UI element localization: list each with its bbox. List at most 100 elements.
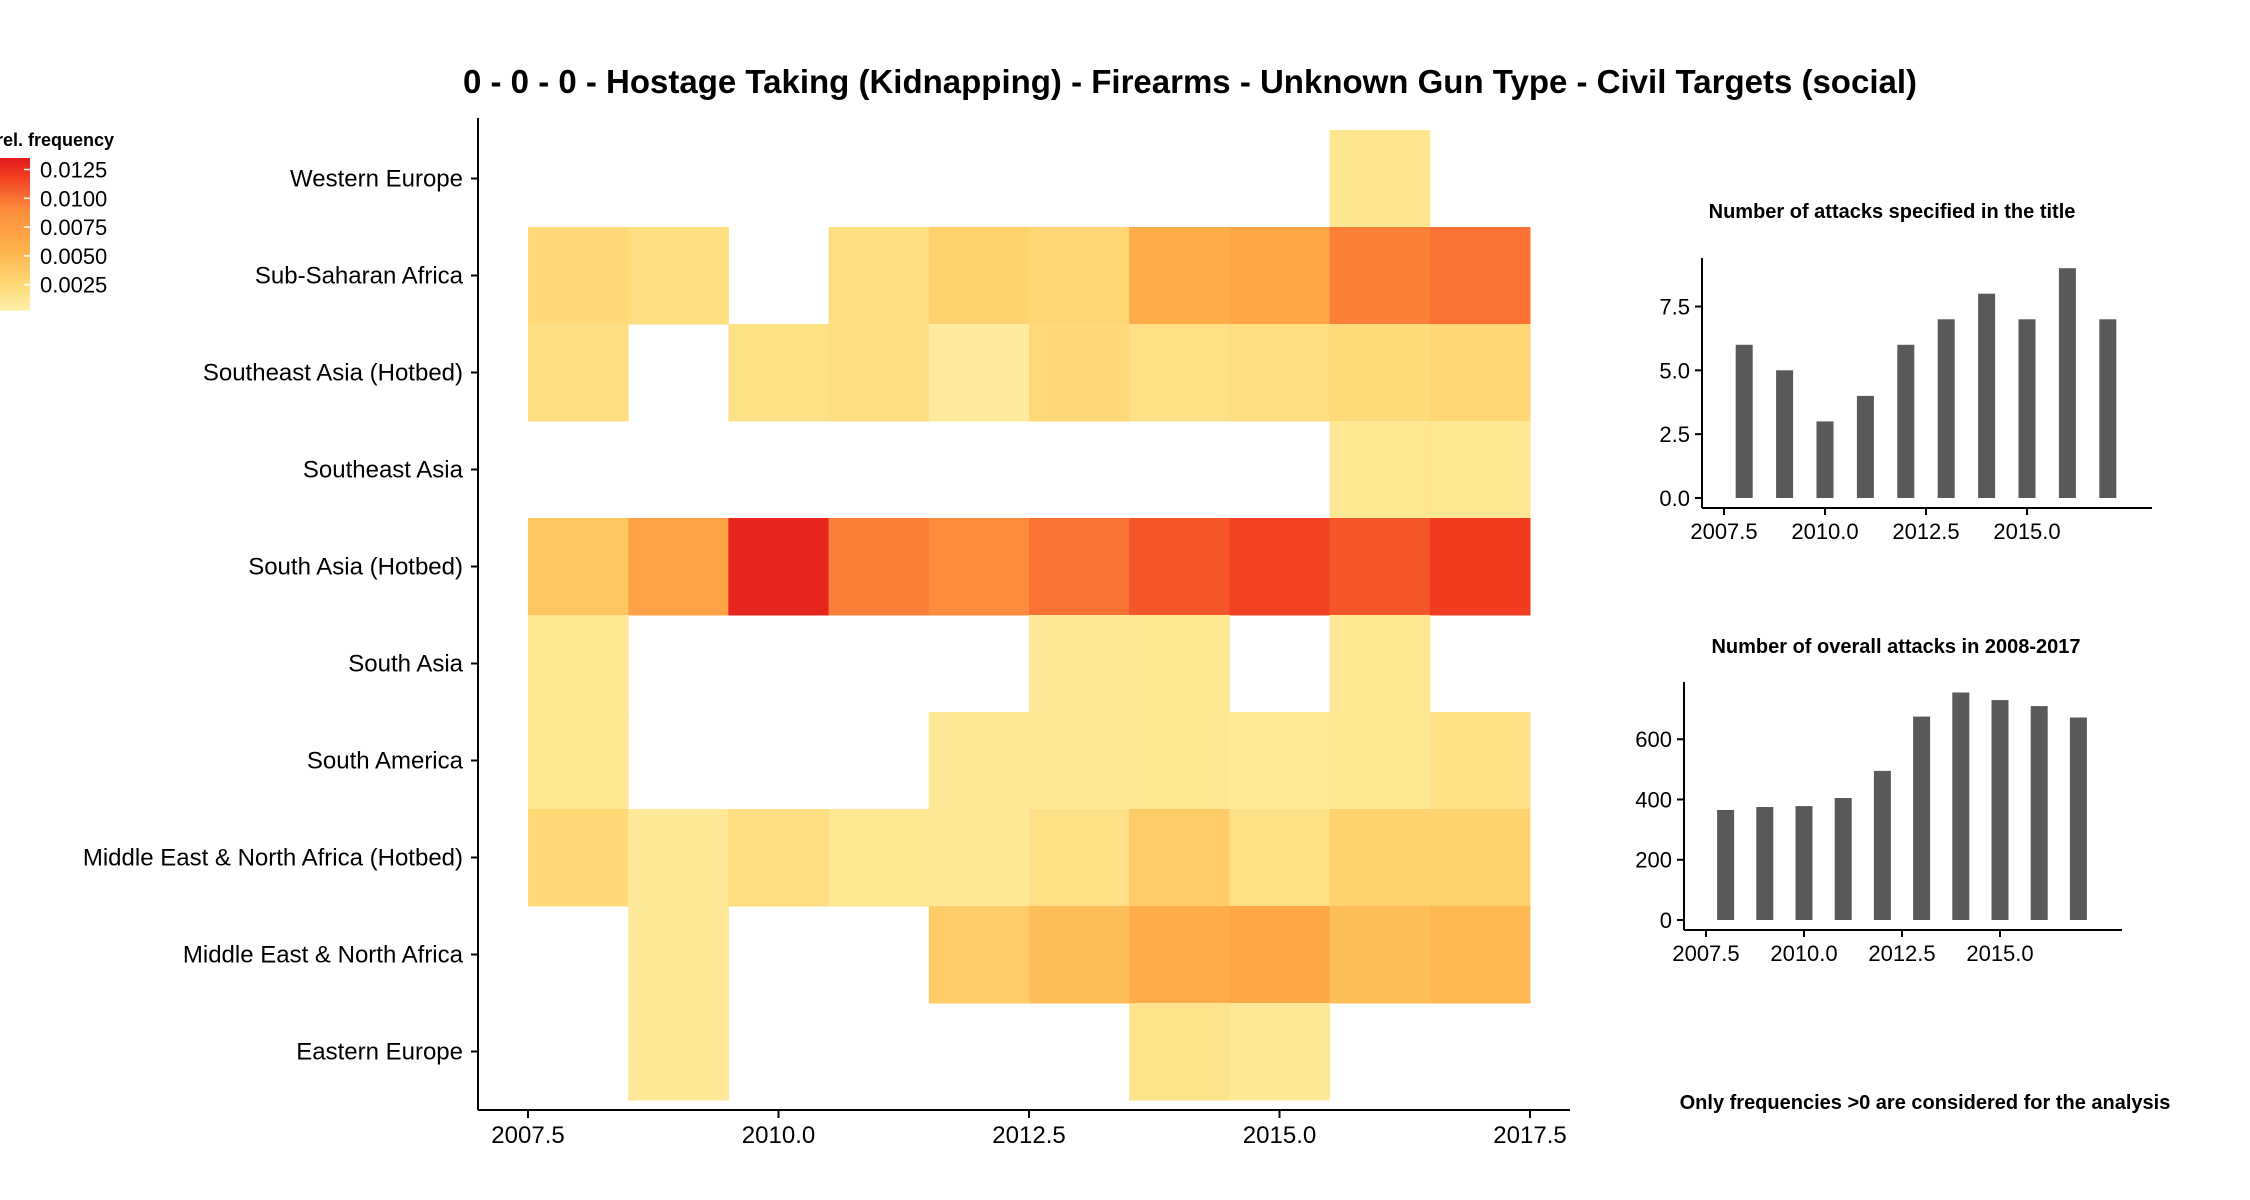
heatmap-cell bbox=[1129, 615, 1230, 713]
legend-gradient-step bbox=[0, 274, 30, 278]
heatmap-plot: Western Europe Sub-Saharan Africa Southeas… bbox=[83, 118, 1570, 1149]
heatmap-cell bbox=[1029, 227, 1130, 325]
legend-gradient-step bbox=[0, 287, 30, 291]
x-tick-label: 2007.5 bbox=[491, 1122, 564, 1149]
heatmap-cell bbox=[1129, 227, 1230, 325]
bar bbox=[1913, 716, 1931, 920]
legend-gradient-step bbox=[0, 284, 30, 288]
legend-gradient-step bbox=[0, 188, 30, 192]
row-label: South Asia bbox=[348, 651, 463, 678]
y-tick-label: 7.5 bbox=[1659, 295, 1690, 320]
heatmap-cell bbox=[1129, 324, 1230, 422]
heatmap-cell bbox=[1029, 324, 1130, 422]
x-tick-label: 2015.0 bbox=[1243, 1122, 1316, 1149]
legend-gradient-step bbox=[0, 203, 30, 207]
legend-gradient-step bbox=[0, 201, 30, 205]
heatmap-cell bbox=[1429, 712, 1531, 810]
legend-gradient-step bbox=[0, 218, 30, 222]
x-tick-label: 2012.5 bbox=[1868, 941, 1935, 966]
heatmap-cell bbox=[1129, 518, 1230, 616]
legend-gradient-step bbox=[0, 206, 30, 210]
legend-gradient-step bbox=[0, 198, 30, 202]
legend-gradient-step bbox=[0, 234, 30, 238]
overall-attacks-bar-chart: Number of overall attacks in 2008-201702… bbox=[1635, 636, 2122, 966]
legend-gradient-step bbox=[0, 193, 30, 197]
legend-gradient-step bbox=[0, 292, 30, 296]
legend-gradient-step bbox=[0, 170, 30, 174]
chart-title: 0 - 0 - 0 - Hostage Taking (Kidnapping) … bbox=[463, 63, 1917, 100]
heatmap-cell bbox=[928, 518, 1030, 616]
legend-gradient-step bbox=[0, 289, 30, 293]
heatmap-cell bbox=[928, 712, 1030, 810]
bar bbox=[2058, 268, 2076, 498]
legend-gradient-step bbox=[0, 211, 30, 215]
y-tick-label: 0 bbox=[1660, 908, 1672, 933]
bar-chart-title: Number of overall attacks in 2008-2017 bbox=[1711, 636, 2080, 658]
heatmap-cell bbox=[528, 518, 629, 616]
x-tick-label: 2007.5 bbox=[1672, 941, 1739, 966]
legend-gradient-step bbox=[0, 185, 30, 189]
legend-tick-label: 0.0025 bbox=[40, 273, 107, 298]
legend-gradient-step bbox=[0, 307, 30, 311]
heatmap-cell bbox=[1429, 906, 1531, 1004]
legend-gradient-step bbox=[0, 302, 30, 306]
heatmap-cell bbox=[1229, 518, 1331, 616]
row-label: Middle East & North Africa bbox=[183, 942, 464, 969]
legend-gradient-step bbox=[0, 228, 30, 233]
x-tick-label: 2017.5 bbox=[1493, 1122, 1566, 1149]
legend-gradient-step bbox=[0, 246, 30, 250]
heatmap-cell bbox=[528, 324, 629, 422]
x-tick-label: 2010.0 bbox=[1791, 519, 1858, 544]
bar bbox=[1717, 810, 1735, 920]
legend-gradient-step bbox=[0, 282, 30, 286]
bar bbox=[1735, 344, 1753, 498]
legend-gradient-step bbox=[0, 269, 30, 273]
legend-gradient-step bbox=[0, 190, 30, 195]
heatmap-cell bbox=[628, 518, 729, 616]
heatmap-cell bbox=[1229, 906, 1331, 1004]
heatmap-cell bbox=[1429, 324, 1531, 422]
heatmap-cell bbox=[1329, 130, 1431, 228]
bar bbox=[1856, 395, 1874, 498]
bar bbox=[2018, 319, 2036, 498]
heatmap-cell bbox=[628, 906, 729, 1004]
heatmap-cell bbox=[1429, 518, 1531, 616]
legend-gradient-step bbox=[0, 158, 30, 162]
heatmap-cell bbox=[1229, 227, 1331, 325]
legend-gradient-step bbox=[0, 251, 30, 255]
bar bbox=[1978, 293, 1996, 498]
y-tick-label: 5.0 bbox=[1659, 358, 1690, 383]
legend-gradient-step bbox=[0, 236, 30, 240]
y-tick-label: 600 bbox=[1635, 727, 1672, 752]
heatmap-cell bbox=[1029, 712, 1130, 810]
heatmap-cell bbox=[1329, 906, 1431, 1004]
heatmap-cell bbox=[1029, 809, 1130, 907]
row-label: Southeast Asia (Hotbed) bbox=[203, 360, 463, 387]
heatmap-cell bbox=[628, 1003, 729, 1101]
legend-gradient-step bbox=[0, 196, 30, 200]
y-tick-label: 400 bbox=[1635, 787, 1672, 812]
bar bbox=[1991, 700, 2009, 920]
heatmap-cell bbox=[1329, 324, 1431, 422]
heatmap-cell bbox=[828, 324, 930, 422]
heatmap-cell bbox=[1329, 227, 1431, 325]
heatmap-cell bbox=[828, 227, 930, 325]
row-label: Western Europe bbox=[290, 166, 463, 193]
heatmap-cell bbox=[928, 227, 1030, 325]
heatmap-cell bbox=[728, 518, 830, 616]
footnote: Only frequencies >0 are considered for t… bbox=[1680, 1092, 2171, 1114]
y-tick-label: 0.0 bbox=[1659, 486, 1690, 511]
x-tick-label: 2012.5 bbox=[1892, 519, 1959, 544]
legend-gradient-step bbox=[0, 213, 30, 217]
legend-gradient-step bbox=[0, 163, 30, 167]
heatmap-cell bbox=[1229, 809, 1331, 907]
heatmap-cell bbox=[1329, 421, 1431, 519]
bar bbox=[1795, 806, 1813, 920]
heatmap-cell bbox=[628, 809, 729, 907]
x-tick-label: 2015.0 bbox=[1966, 941, 2033, 966]
legend-gradient-step bbox=[0, 160, 30, 164]
bar bbox=[1873, 770, 1891, 920]
heatmap-cell bbox=[1229, 324, 1331, 422]
x-tick-label: 2010.0 bbox=[1770, 941, 1837, 966]
legend-tick-label: 0.0075 bbox=[40, 215, 107, 240]
